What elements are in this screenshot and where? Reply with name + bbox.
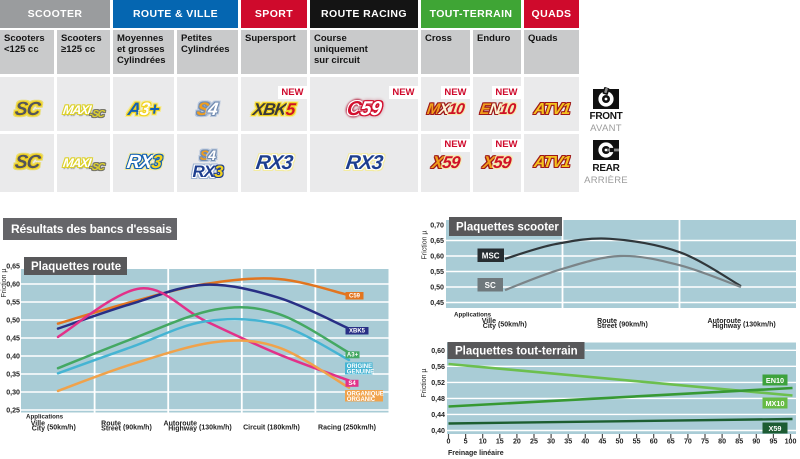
svg-text:(90km/h): (90km/h) — [123, 425, 152, 432]
svg-text:Highway: Highway — [168, 426, 197, 433]
svg-text:AVANT: AVANT — [590, 123, 622, 134]
svg-text:ORIGINE: ORIGINE — [347, 364, 372, 370]
svg-text:0,52: 0,52 — [431, 379, 445, 387]
svg-text:20: 20 — [513, 437, 521, 445]
svg-text:Plaquettes route: Plaquettes route — [31, 261, 121, 273]
svg-text:100: 100 — [785, 437, 797, 445]
svg-text:ORGANIC: ORGANIC — [347, 397, 376, 403]
svg-text:10: 10 — [479, 437, 487, 445]
svg-text:50: 50 — [616, 437, 624, 445]
svg-text:55: 55 — [633, 437, 641, 445]
svg-text:60: 60 — [650, 437, 658, 445]
svg-text:City: City — [483, 323, 496, 330]
svg-text:0,50: 0,50 — [430, 284, 444, 292]
svg-text:Route: Route — [101, 421, 121, 428]
svg-text:(90km/h): (90km/h) — [619, 322, 648, 329]
svg-text:Street: Street — [597, 323, 618, 330]
svg-text:0,40: 0,40 — [6, 353, 20, 361]
svg-text:MX10: MX10 — [765, 399, 784, 408]
svg-text:0,55: 0,55 — [430, 268, 444, 276]
svg-text:0,45: 0,45 — [430, 299, 444, 307]
svg-text:C59: C59 — [349, 294, 361, 300]
svg-text:XBK5: XBK5 — [349, 329, 366, 335]
svg-text:Plaquettes tout-terrain: Plaquettes tout-terrain — [455, 346, 578, 358]
svg-text:80: 80 — [718, 437, 726, 445]
svg-text:45: 45 — [598, 437, 606, 445]
svg-text:0,70: 0,70 — [430, 222, 444, 230]
svg-text:0,50: 0,50 — [6, 317, 20, 325]
svg-text:Friction µ: Friction µ — [421, 369, 428, 398]
svg-text:0,60: 0,60 — [431, 347, 445, 355]
svg-text:90: 90 — [752, 437, 760, 445]
svg-text:ORGANIQUE: ORGANIQUE — [347, 392, 384, 398]
svg-text:75: 75 — [701, 437, 709, 445]
svg-text:65: 65 — [667, 437, 675, 445]
svg-text:85: 85 — [735, 437, 743, 445]
svg-text:0,55: 0,55 — [6, 299, 20, 307]
svg-text:Freinage linéaire: Freinage linéaire — [448, 450, 504, 457]
svg-text:95: 95 — [769, 437, 777, 445]
svg-text:City: City — [32, 426, 45, 433]
svg-text:0,60: 0,60 — [430, 253, 444, 261]
svg-text:Racing (250km/h): Racing (250km/h) — [318, 425, 376, 432]
svg-text:MSC: MSC — [482, 252, 500, 261]
svg-text:15: 15 — [496, 437, 504, 445]
svg-text:70: 70 — [684, 437, 692, 445]
svg-text:Applications: Applications — [26, 414, 64, 421]
svg-text:Circuit (180km/h): Circuit (180km/h) — [243, 425, 300, 432]
svg-text:(130km/h): (130km/h) — [743, 322, 776, 329]
svg-text:25: 25 — [530, 437, 538, 445]
svg-text:Highway: Highway — [712, 323, 741, 330]
svg-text:FRONT: FRONT — [590, 111, 623, 122]
svg-text:X59: X59 — [769, 424, 782, 433]
svg-text:0,40: 0,40 — [431, 427, 445, 435]
svg-text:(50km/h): (50km/h) — [498, 322, 527, 329]
svg-text:ARRIÈRE: ARRIÈRE — [584, 175, 628, 186]
svg-text:0,56: 0,56 — [431, 363, 445, 371]
svg-text:0,45: 0,45 — [6, 335, 20, 343]
svg-text:GENUINE: GENUINE — [347, 370, 374, 376]
svg-text:40: 40 — [581, 437, 589, 445]
svg-text:Ville: Ville — [482, 318, 496, 325]
svg-text:0,35: 0,35 — [6, 371, 20, 379]
svg-text:SC: SC — [485, 281, 496, 290]
svg-text:Street: Street — [101, 426, 122, 433]
svg-text:30: 30 — [547, 437, 555, 445]
svg-text:Autoroute: Autoroute — [708, 318, 742, 325]
svg-text:5: 5 — [464, 437, 468, 445]
svg-text:Route: Route — [597, 318, 617, 325]
svg-text:Applications: Applications — [454, 312, 492, 319]
svg-text:0,44: 0,44 — [431, 411, 445, 419]
svg-text:Friction µ: Friction µ — [422, 231, 429, 260]
svg-text:0,25: 0,25 — [6, 407, 20, 415]
svg-text:Plaquettes scooter: Plaquettes scooter — [456, 222, 559, 234]
svg-text:(130km/h): (130km/h) — [199, 425, 232, 432]
svg-text:35: 35 — [564, 437, 572, 445]
svg-text:0,65: 0,65 — [430, 237, 444, 245]
svg-text:0,48: 0,48 — [431, 395, 445, 403]
svg-text:0,30: 0,30 — [6, 389, 20, 397]
svg-text:EN10: EN10 — [766, 376, 784, 385]
svg-text:0,65: 0,65 — [6, 263, 20, 271]
svg-text:S4: S4 — [348, 381, 356, 387]
svg-text:REAR: REAR — [592, 163, 620, 174]
svg-text:Friction µ: Friction µ — [1, 269, 8, 298]
svg-text:0: 0 — [447, 437, 451, 445]
svg-text:A3+: A3+ — [347, 353, 359, 359]
svg-text:0,60: 0,60 — [6, 281, 20, 289]
svg-text:Ville: Ville — [31, 421, 45, 428]
svg-text:Autoroute: Autoroute — [164, 421, 198, 428]
svg-text:(50km/h): (50km/h) — [47, 425, 76, 432]
